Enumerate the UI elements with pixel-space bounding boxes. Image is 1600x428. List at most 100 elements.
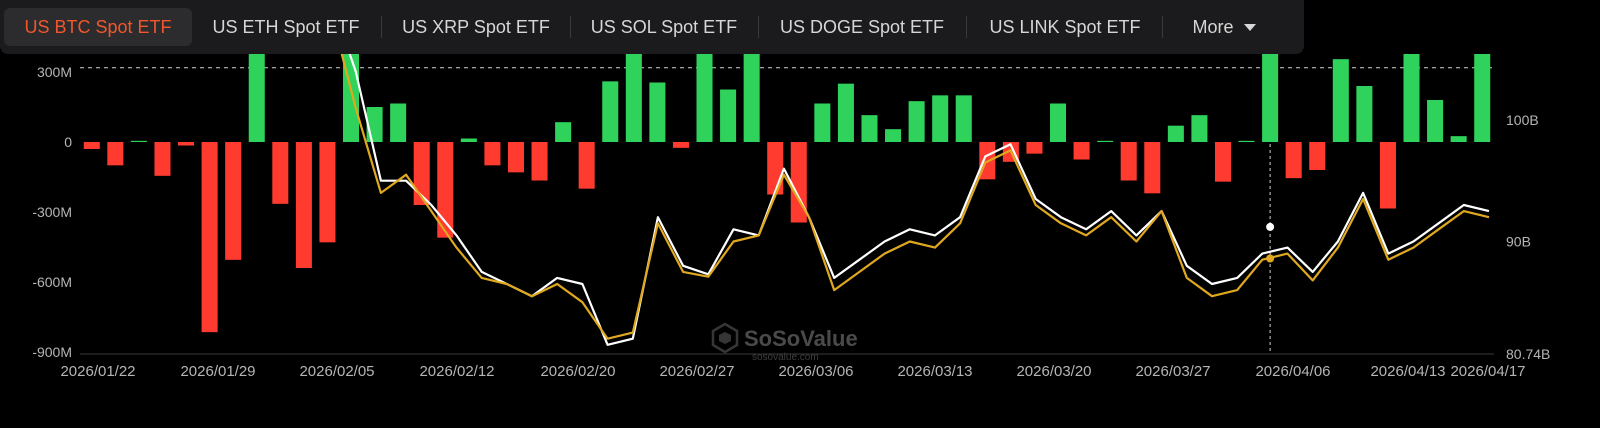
inflow-bar [814, 103, 831, 142]
outflow-bar [790, 142, 807, 223]
hover-dot-gold [1266, 254, 1275, 263]
outflow-bar [1309, 142, 1326, 170]
inflow-bar [696, 54, 713, 142]
left-axis-tick-label: 0 [64, 134, 72, 150]
inflow-bar [837, 83, 854, 142]
outflow-bar [531, 142, 548, 181]
inflow-bar [649, 82, 666, 142]
inflow-bar [625, 54, 642, 142]
inflow-bar [602, 81, 619, 142]
outflow-bar [1214, 142, 1231, 182]
inflow-bar [460, 138, 477, 142]
x-axis-tick-label: 2026/04/06 [1255, 363, 1330, 380]
inflow-bar [390, 103, 407, 142]
inflow-bar [1450, 136, 1467, 142]
watermark-url: sosovalue.com [752, 352, 819, 363]
tab-separator [1162, 16, 1163, 38]
x-axis-tick-label: 2026/04/13 [1370, 363, 1445, 380]
inflow-bar [130, 140, 147, 142]
x-axis-tick-label: 2026/03/06 [778, 363, 853, 380]
outflow-bar [1073, 142, 1090, 160]
sosovalue-logo-icon [711, 322, 739, 354]
inflow-bar [861, 115, 878, 142]
x-axis-tick-label: 2026/03/13 [897, 363, 972, 380]
x-axis-tick-label: 2026/03/20 [1016, 363, 1091, 380]
left-axis-tick-label: 300M [37, 64, 72, 80]
x-axis-tick-label: 2026/02/05 [299, 363, 374, 380]
inflow-bar [720, 89, 737, 142]
etf-tab-bar: US BTC Spot ETF US ETH Spot ETF US XRP S… [0, 0, 1304, 54]
inflow-bar [248, 54, 265, 142]
left-axis-tick-label: -600M [32, 274, 72, 290]
outflow-bar [319, 142, 336, 243]
inflow-bar [1238, 140, 1255, 142]
etf-flow-chart: SoSoValue sosovalue.com 300M 0 -300M -600M -… [32, 54, 1550, 380]
outflow-bar [272, 142, 289, 204]
outflow-bar [201, 142, 218, 333]
inflow-bar [1332, 59, 1349, 142]
inflow-bar [1097, 140, 1114, 142]
outflow-bar [507, 142, 524, 173]
x-axis-tick-label: 2026/02/20 [540, 363, 615, 380]
outflow-bar [672, 142, 689, 148]
outflow-bar [484, 142, 501, 166]
outflow-bar [178, 142, 195, 146]
x-axis-tick-label: 2026/02/27 [659, 363, 734, 380]
x-axis-tick-label: 2026/02/12 [419, 363, 494, 380]
x-axis-tick-label: 2026/01/22 [60, 363, 135, 380]
tab-separator [758, 16, 759, 38]
right-axis-tick-label: 100B [1506, 112, 1539, 128]
left-axis-tick-label: -900M [32, 344, 72, 360]
outflow-bar [1026, 142, 1043, 154]
inflow-bar [1262, 54, 1279, 142]
inflow-bar [932, 95, 949, 142]
outflow-bar [1285, 142, 1302, 179]
inflow-bar [908, 101, 925, 142]
inflow-bar [885, 129, 902, 142]
outflow-bar [767, 142, 784, 195]
more-dropdown[interactable]: More [1172, 8, 1276, 46]
outflow-bar [225, 142, 242, 260]
outflow-bar [1379, 142, 1396, 209]
right-axis-tick-label: 80.74B [1506, 346, 1550, 362]
inflow-bar [1191, 115, 1208, 142]
inflow-bar [1427, 100, 1444, 142]
tab-us-eth-spot-etf[interactable]: US ETH Spot ETF [212, 17, 360, 37]
right-axis-tick-label: 90B [1506, 233, 1531, 249]
outflow-bar [295, 142, 312, 268]
outflow-bar [1144, 142, 1161, 194]
total-net-assets-line [348, 54, 1490, 346]
more-label: More [1192, 17, 1234, 37]
x-axis-tick-label: 2026/04/17 [1450, 363, 1525, 380]
tab-us-xrp-spot-etf[interactable]: US XRP Spot ETF [402, 17, 550, 37]
x-axis-tick-label: 2026/01/29 [180, 363, 255, 380]
inflow-bar [1050, 103, 1067, 142]
x-axis-tick-label: 2026/03/27 [1135, 363, 1210, 380]
watermark-brand: SoSoValue [744, 326, 858, 351]
inflow-bar [1403, 54, 1420, 142]
tab-separator [966, 16, 967, 38]
outflow-bar [413, 142, 430, 205]
tab-us-sol-spot-etf[interactable]: US SOL Spot ETF [590, 17, 738, 37]
tab-us-btc-spot-etf[interactable]: US BTC Spot ETF [4, 8, 192, 46]
outflow-bar [83, 142, 100, 149]
outflow-bar [107, 142, 124, 166]
outflow-bar [1120, 142, 1137, 181]
outflow-bar [578, 142, 595, 189]
inflow-bar [1474, 54, 1491, 142]
cumulative-net-inflow-line [340, 54, 1490, 340]
tab-us-link-spot-etf[interactable]: US LINK Spot ETF [989, 17, 1141, 37]
inflow-bar [743, 54, 760, 142]
inflow-bar [1167, 125, 1184, 142]
inflow-bar [555, 122, 572, 142]
caret-down-icon [1243, 24, 1256, 31]
left-axis-tick-label: -300M [32, 204, 72, 220]
tab-separator [570, 16, 571, 38]
tab-separator [381, 16, 382, 38]
outflow-bar [154, 142, 171, 176]
tab-us-doge-spot-etf[interactable]: US DOGE Spot ETF [779, 17, 945, 37]
outflow-bar [437, 142, 454, 238]
sosovalue-watermark: SoSoValue sosovalue.com [711, 322, 858, 363]
inflow-bar [1356, 86, 1373, 142]
inflow-bar [955, 95, 972, 142]
